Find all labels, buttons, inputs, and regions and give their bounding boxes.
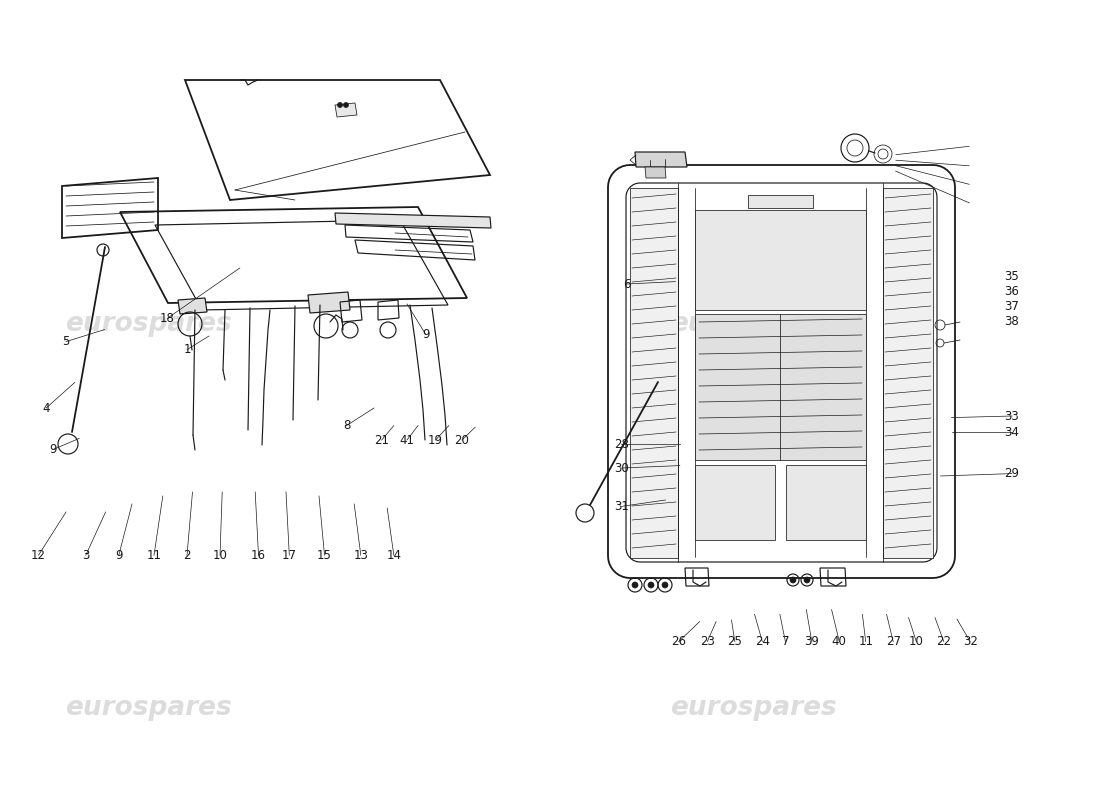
Text: 22: 22 — [936, 635, 952, 648]
Polygon shape — [645, 167, 665, 178]
Polygon shape — [630, 188, 678, 558]
Text: 9: 9 — [50, 443, 56, 456]
Text: 28: 28 — [614, 438, 629, 450]
Circle shape — [790, 577, 796, 583]
Text: 4: 4 — [43, 402, 50, 414]
Polygon shape — [336, 213, 491, 228]
Text: 6: 6 — [624, 278, 630, 290]
Text: 5: 5 — [63, 335, 69, 348]
Text: 7: 7 — [782, 635, 789, 648]
Polygon shape — [308, 292, 350, 313]
Polygon shape — [748, 195, 813, 208]
Text: 9: 9 — [422, 328, 429, 341]
Text: 30: 30 — [614, 462, 629, 474]
Text: 18: 18 — [160, 312, 175, 325]
Text: 20: 20 — [454, 434, 470, 446]
Text: 35: 35 — [1004, 270, 1020, 282]
Text: 13: 13 — [353, 549, 369, 562]
Polygon shape — [695, 210, 866, 310]
Text: 23: 23 — [700, 635, 715, 648]
Text: 8: 8 — [343, 419, 350, 432]
Text: 1: 1 — [184, 343, 190, 356]
Text: eurospares: eurospares — [65, 695, 232, 721]
Text: 12: 12 — [31, 549, 46, 562]
Text: 19: 19 — [428, 434, 443, 446]
Polygon shape — [178, 298, 207, 314]
Polygon shape — [786, 465, 866, 540]
Text: 15: 15 — [317, 549, 332, 562]
Circle shape — [648, 582, 654, 588]
Text: 40: 40 — [832, 635, 847, 648]
Circle shape — [632, 582, 638, 588]
Text: 11: 11 — [146, 549, 162, 562]
Circle shape — [662, 582, 668, 588]
Polygon shape — [695, 314, 866, 460]
Text: 29: 29 — [1004, 467, 1020, 480]
Text: 37: 37 — [1004, 300, 1020, 313]
Text: 41: 41 — [399, 434, 415, 446]
Polygon shape — [336, 103, 358, 117]
Text: eurospares: eurospares — [65, 311, 232, 337]
Text: 24: 24 — [755, 635, 770, 648]
Text: 27: 27 — [886, 635, 901, 648]
Text: 31: 31 — [614, 500, 629, 513]
Text: 17: 17 — [282, 549, 297, 562]
Text: eurospares: eurospares — [670, 311, 837, 337]
Text: 3: 3 — [82, 549, 89, 562]
Text: 2: 2 — [184, 549, 190, 562]
Text: 21: 21 — [374, 434, 389, 446]
Polygon shape — [695, 465, 776, 540]
Text: 11: 11 — [858, 635, 873, 648]
Text: 9: 9 — [116, 549, 122, 562]
Text: 34: 34 — [1004, 426, 1020, 438]
Text: 39: 39 — [804, 635, 820, 648]
Text: eurospares: eurospares — [670, 695, 837, 721]
Text: 38: 38 — [1004, 315, 1020, 328]
Text: 32: 32 — [962, 635, 978, 648]
Text: 36: 36 — [1004, 285, 1020, 298]
Polygon shape — [635, 152, 688, 167]
Text: 14: 14 — [386, 549, 402, 562]
Text: 33: 33 — [1004, 410, 1020, 422]
Polygon shape — [883, 188, 933, 558]
Text: 16: 16 — [251, 549, 266, 562]
Circle shape — [804, 577, 810, 583]
Text: 10: 10 — [212, 549, 228, 562]
Circle shape — [338, 102, 342, 107]
Text: 10: 10 — [909, 635, 924, 648]
Text: 26: 26 — [671, 635, 686, 648]
Text: 25: 25 — [727, 635, 742, 648]
Circle shape — [343, 102, 349, 107]
